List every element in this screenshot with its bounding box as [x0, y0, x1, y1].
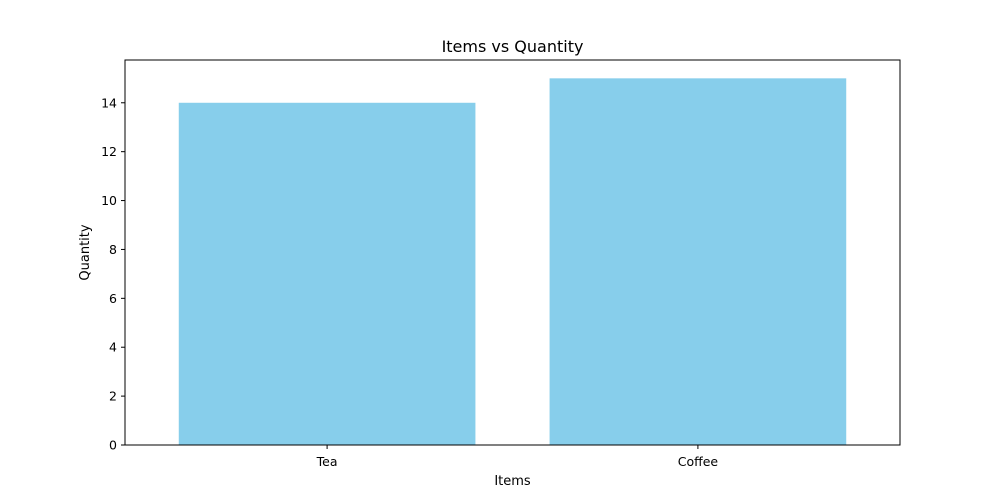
y-tick-label: 6	[109, 291, 117, 306]
x-axis-ticks: Tea Coffee	[316, 445, 719, 469]
x-axis-label: Items	[494, 474, 531, 489]
bars-group	[178, 78, 847, 446]
y-axis-ticks: 0 2 4 6 8 10 12 14	[101, 95, 125, 453]
y-tick-label: 4	[109, 340, 117, 355]
y-tick-label: 14	[101, 95, 117, 110]
y-tick-label: 10	[101, 193, 117, 208]
plot-frame	[124, 59, 901, 446]
x-tick-label: Coffee	[678, 454, 719, 469]
bar-tea	[178, 102, 476, 446]
x-tick-label: Tea	[316, 454, 338, 469]
y-tick-label: 2	[109, 389, 117, 404]
chart-title: Items vs Quantity	[442, 37, 584, 56]
bar-coffee	[549, 78, 847, 445]
y-tick-label: 0	[109, 438, 117, 453]
y-axis-label: Quantity	[78, 224, 93, 280]
y-tick-label: 12	[101, 144, 117, 159]
y-tick-label: 8	[109, 242, 117, 257]
